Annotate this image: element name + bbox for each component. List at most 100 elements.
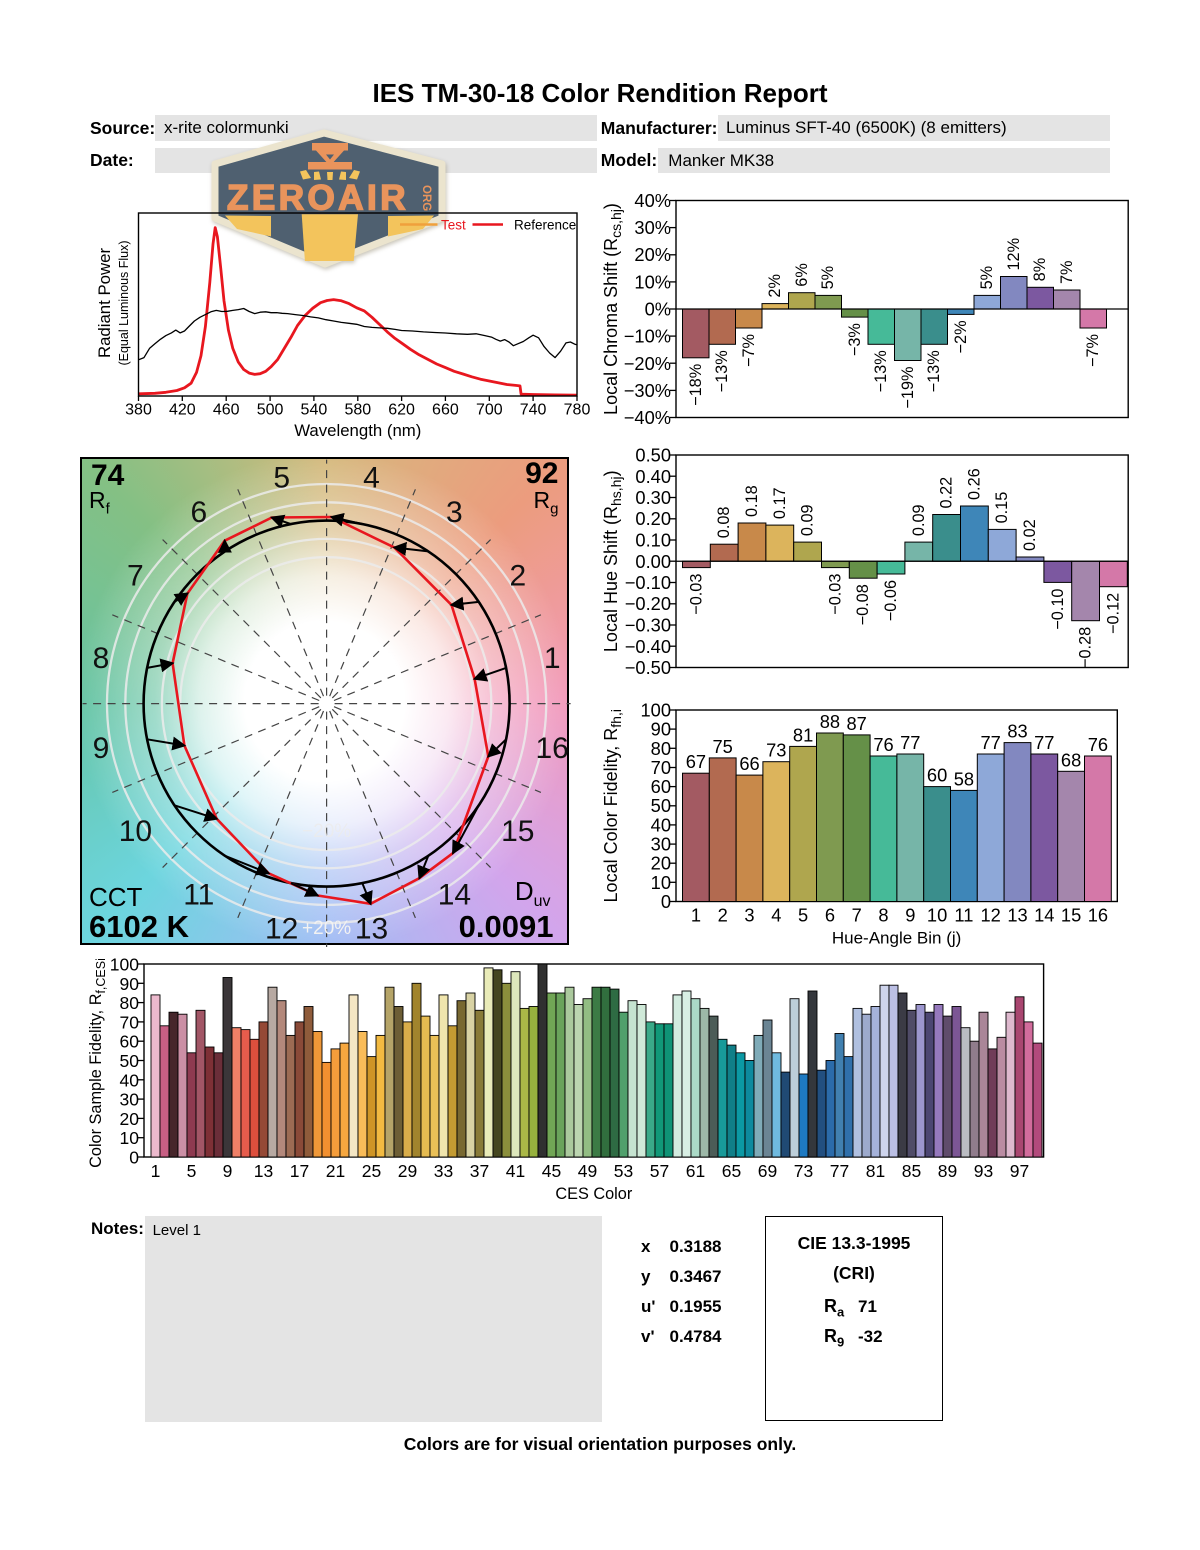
- svg-text:Local Hue Shift (Rhs,hj): Local Hue Shift (Rhs,hj): [601, 470, 624, 652]
- svg-text:−0.28: −0.28: [1077, 627, 1095, 668]
- svg-text:85: 85: [902, 1161, 921, 1181]
- svg-text:0.02: 0.02: [1021, 519, 1039, 551]
- svg-text:0: 0: [661, 891, 671, 912]
- svg-text:−18%: −18%: [687, 364, 705, 406]
- svg-text:−7%: −7%: [740, 334, 758, 367]
- svg-text:6%: 6%: [793, 263, 811, 287]
- svg-text:12%: 12%: [1005, 238, 1023, 271]
- svg-text:0.08: 0.08: [715, 506, 733, 538]
- svg-text:77: 77: [900, 732, 920, 753]
- svg-text:13: 13: [254, 1161, 273, 1181]
- svg-text:740: 740: [520, 402, 547, 419]
- svg-text:Test: Test: [441, 218, 466, 233]
- svg-text:780: 780: [564, 402, 591, 419]
- svg-text:14: 14: [1034, 905, 1054, 926]
- svg-text:7%: 7%: [1058, 260, 1076, 284]
- svg-text:68: 68: [1061, 749, 1081, 770]
- svg-text:57: 57: [650, 1161, 669, 1181]
- svg-text:−10%: −10%: [624, 326, 671, 347]
- svg-text:0.10: 0.10: [635, 530, 671, 551]
- svg-text:13: 13: [355, 912, 388, 945]
- svg-text:Reference: Reference: [514, 218, 576, 233]
- svg-text:50: 50: [651, 795, 671, 816]
- svg-text:10: 10: [120, 1128, 140, 1148]
- svg-text:Radiant Power: Radiant Power: [95, 248, 114, 358]
- svg-text:10: 10: [927, 905, 947, 926]
- svg-text:7: 7: [852, 905, 862, 926]
- svg-text:69: 69: [758, 1161, 777, 1181]
- svg-text:20: 20: [651, 853, 671, 874]
- svg-text:45: 45: [542, 1161, 561, 1181]
- svg-text:ZEROAIR: ZEROAIR: [227, 179, 409, 218]
- svg-text:9: 9: [93, 732, 110, 765]
- svg-text:0.09: 0.09: [910, 504, 928, 536]
- svg-text:10: 10: [651, 872, 671, 893]
- svg-text:8: 8: [878, 905, 888, 926]
- svg-text:33: 33: [434, 1161, 453, 1181]
- svg-text:10%: 10%: [634, 271, 671, 292]
- svg-text:8: 8: [93, 642, 110, 675]
- svg-text:ORG: ORG: [420, 185, 432, 211]
- svg-text:2: 2: [509, 559, 526, 592]
- svg-text:37: 37: [470, 1161, 489, 1181]
- svg-text:0.30: 0.30: [635, 487, 671, 508]
- svg-text:30: 30: [120, 1090, 140, 1110]
- svg-text:1: 1: [151, 1161, 161, 1181]
- svg-text:−0.10: −0.10: [625, 572, 671, 593]
- svg-text:0.20: 0.20: [635, 508, 671, 529]
- svg-text:1: 1: [544, 642, 561, 675]
- svg-text:16: 16: [1088, 905, 1108, 926]
- svg-text:76: 76: [873, 734, 893, 755]
- svg-text:14: 14: [438, 878, 471, 911]
- svg-text:88: 88: [820, 711, 840, 732]
- svg-text:25: 25: [362, 1161, 381, 1181]
- svg-text:5%: 5%: [819, 266, 837, 290]
- svg-text:75: 75: [713, 736, 733, 757]
- svg-text:100: 100: [640, 700, 671, 721]
- svg-text:77: 77: [830, 1161, 849, 1181]
- svg-text:15: 15: [501, 814, 534, 847]
- svg-text:50: 50: [120, 1051, 140, 1071]
- svg-text:−0.03: −0.03: [826, 574, 844, 615]
- svg-text:0.18: 0.18: [743, 485, 761, 517]
- svg-text:4: 4: [771, 905, 781, 926]
- svg-text:87: 87: [847, 713, 867, 734]
- svg-text:40%: 40%: [634, 190, 671, 211]
- svg-text:40: 40: [651, 814, 671, 835]
- svg-text:40: 40: [120, 1070, 140, 1090]
- svg-text:5: 5: [187, 1161, 197, 1181]
- svg-text:4: 4: [363, 461, 380, 494]
- svg-text:(Equal Luminous Flux): (Equal Luminous Flux): [117, 240, 131, 365]
- svg-text:−2%: −2%: [952, 320, 970, 353]
- svg-text:12: 12: [981, 905, 1001, 926]
- svg-text:500: 500: [257, 402, 284, 419]
- svg-text:−30%: −30%: [624, 380, 671, 401]
- svg-text:−0.06: −0.06: [882, 580, 900, 621]
- svg-text:66: 66: [739, 753, 759, 774]
- svg-text:100: 100: [110, 955, 139, 975]
- svg-text:Color Sample Fidelity, Rf,CESi: Color Sample Fidelity, Rf,CESi: [87, 958, 108, 1168]
- svg-text:−0.40: −0.40: [625, 636, 671, 657]
- svg-text:9: 9: [223, 1161, 233, 1181]
- svg-text:60: 60: [120, 1032, 140, 1052]
- svg-text:−0.10: −0.10: [1049, 589, 1067, 630]
- svg-text:Local Color Fidelity, Rfh,i: Local Color Fidelity, Rfh,i: [601, 709, 624, 902]
- svg-text:380: 380: [125, 402, 152, 419]
- svg-text:8%: 8%: [1031, 258, 1049, 282]
- svg-text:−0.03: −0.03: [687, 574, 705, 615]
- svg-text:7: 7: [127, 559, 144, 592]
- svg-text:460: 460: [213, 402, 240, 419]
- svg-text:5%: 5%: [978, 266, 996, 290]
- svg-text:41: 41: [506, 1161, 525, 1181]
- svg-text:49: 49: [578, 1161, 597, 1181]
- svg-text:93: 93: [974, 1161, 993, 1181]
- svg-text:−20%: −20%: [302, 821, 351, 842]
- svg-text:−0.30: −0.30: [625, 615, 671, 636]
- svg-text:−0.08: −0.08: [854, 584, 872, 625]
- svg-text:60: 60: [651, 776, 671, 797]
- svg-text:2: 2: [718, 905, 728, 926]
- svg-text:0.26: 0.26: [965, 468, 983, 500]
- svg-text:420: 420: [169, 402, 196, 419]
- svg-text:15: 15: [1061, 905, 1081, 926]
- svg-text:16: 16: [536, 732, 569, 765]
